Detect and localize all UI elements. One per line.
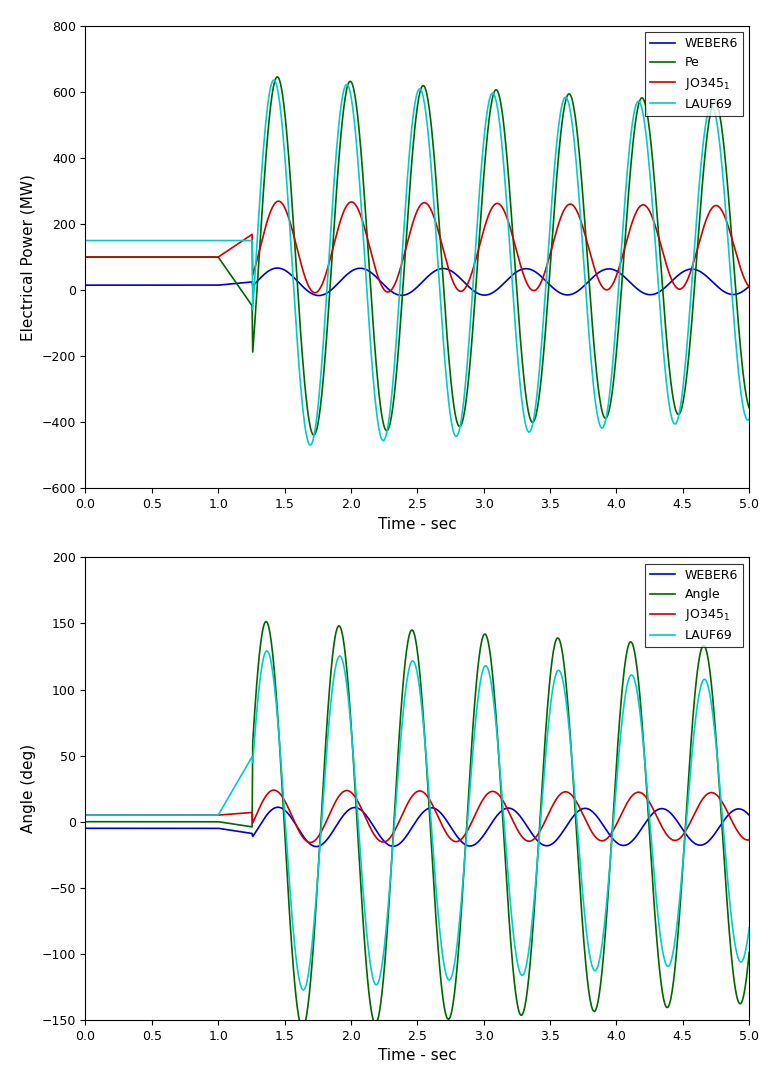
Line: Pe: Pe — [86, 77, 749, 435]
JO345$_1$ — [599, 834, 608, 847]
Angle — [122, 815, 131, 828]
Line: LAUF69: LAUF69 — [86, 80, 749, 446]
LAUF69 — [269, 74, 278, 87]
LAUF69 — [713, 124, 722, 137]
Pe — [668, 393, 678, 406]
Legend: WEBER6, Angle, JO345$_1$, LAUF69: WEBER6, Angle, JO345$_1$, LAUF69 — [644, 564, 743, 647]
Line: WEBER6: WEBER6 — [86, 268, 749, 296]
Line: Angle: Angle — [86, 621, 749, 1028]
JO345$_1$ — [81, 250, 90, 263]
Angle — [298, 1021, 307, 1034]
LAUF69 — [81, 234, 90, 247]
Angle — [81, 815, 90, 828]
WEBER6 — [668, 810, 678, 823]
Pe — [215, 254, 225, 267]
WEBER6 — [81, 279, 90, 292]
LAUF69 — [668, 416, 678, 429]
Legend: WEBER6, Pe, JO345$_1$, LAUF69: WEBER6, Pe, JO345$_1$, LAUF69 — [644, 33, 743, 116]
JO345$_1$ — [599, 282, 608, 295]
LAUF69 — [624, 153, 633, 166]
JO345$_1$ — [668, 834, 678, 847]
Line: JO345$_1$: JO345$_1$ — [86, 790, 749, 842]
JO345$_1$ — [744, 834, 753, 847]
Pe — [122, 250, 131, 263]
JO345$_1$ — [310, 286, 320, 299]
Pe — [309, 428, 318, 441]
WEBER6 — [215, 822, 225, 835]
LAUF69 — [215, 234, 225, 247]
JO345$_1$ — [122, 809, 131, 822]
JO345$_1$ — [306, 836, 315, 849]
X-axis label: Time - sec: Time - sec — [378, 1048, 457, 1063]
JO345$_1$ — [624, 795, 633, 808]
LAUF69 — [713, 759, 722, 772]
JO345$_1$ — [269, 784, 278, 797]
LAUF69 — [299, 983, 308, 996]
Y-axis label: Angle (deg): Angle (deg) — [21, 744, 36, 834]
WEBER6 — [599, 820, 608, 833]
WEBER6 — [215, 279, 225, 292]
Pe — [81, 250, 90, 263]
LAUF69 — [122, 234, 131, 247]
JO345$_1$ — [713, 790, 722, 803]
Angle — [624, 640, 633, 653]
JO345$_1$ — [122, 250, 131, 263]
WEBER6 — [81, 822, 90, 835]
WEBER6 — [599, 263, 608, 276]
LAUF69 — [744, 921, 753, 934]
LAUF69 — [81, 809, 90, 822]
WEBER6 — [272, 261, 282, 274]
Line: JO345$_1$: JO345$_1$ — [86, 202, 749, 293]
WEBER6 — [312, 840, 321, 853]
LAUF69 — [122, 809, 131, 822]
Pe — [599, 410, 608, 423]
WEBER6 — [314, 289, 324, 302]
LAUF69 — [599, 420, 608, 433]
WEBER6 — [122, 822, 131, 835]
JO345$_1$ — [624, 229, 633, 242]
Line: WEBER6: WEBER6 — [86, 808, 749, 847]
WEBER6 — [668, 273, 678, 286]
JO345$_1$ — [744, 281, 753, 294]
Angle — [215, 815, 225, 828]
LAUF69 — [215, 805, 225, 818]
Angle — [713, 760, 722, 773]
JO345$_1$ — [668, 278, 678, 291]
LAUF69 — [599, 924, 608, 937]
LAUF69 — [624, 673, 633, 686]
X-axis label: Time - sec: Time - sec — [378, 517, 457, 531]
LAUF69 — [744, 413, 753, 426]
LAUF69 — [262, 644, 271, 657]
JO345$_1$ — [215, 809, 225, 822]
JO345$_1$ — [215, 249, 225, 262]
Line: LAUF69: LAUF69 — [86, 650, 749, 990]
JO345$_1$ — [274, 195, 283, 208]
Angle — [599, 945, 608, 958]
Pe — [713, 101, 722, 114]
JO345$_1$ — [81, 809, 90, 822]
JO345$_1$ — [713, 199, 722, 212]
LAUF69 — [668, 944, 678, 957]
Angle — [261, 615, 271, 628]
LAUF69 — [306, 439, 315, 452]
WEBER6 — [744, 809, 753, 822]
WEBER6 — [273, 801, 282, 814]
Angle — [744, 946, 753, 959]
Pe — [272, 70, 282, 83]
WEBER6 — [744, 280, 753, 293]
WEBER6 — [713, 823, 722, 836]
Angle — [668, 975, 678, 988]
Pe — [744, 401, 753, 414]
WEBER6 — [624, 838, 633, 851]
Pe — [624, 189, 633, 202]
WEBER6 — [713, 281, 722, 294]
WEBER6 — [624, 274, 633, 287]
WEBER6 — [122, 279, 131, 292]
Y-axis label: Electrical Power (MW): Electrical Power (MW) — [21, 173, 36, 340]
